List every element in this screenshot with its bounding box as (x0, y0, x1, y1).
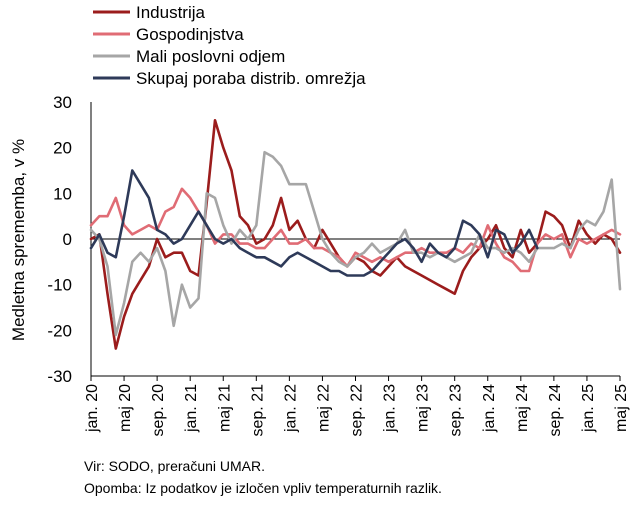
series-line-gospodinjstva (89, 187, 622, 273)
series-lines (89, 119, 622, 350)
x-tick-label: sep. 23 (448, 384, 465, 437)
x-tick-label: jan. 21 (183, 384, 200, 433)
x-tick-label: sep. 20 (150, 384, 167, 437)
legend-label: Skupaj poraba distrib. omrežja (136, 69, 366, 88)
x-tick-label: maj 20 (117, 384, 134, 432)
x-tick-label: maj 24 (514, 384, 531, 432)
legend-label: Gospodinjstva (136, 25, 244, 44)
x-tick-label: sep. 24 (547, 384, 564, 437)
x-tick-label: jan. 20 (84, 384, 101, 433)
x-tick-label: maj 23 (415, 384, 432, 432)
x-tick-label: sep. 21 (249, 384, 266, 437)
remark-note: Opomba: Iz podatkov je izločen vpliv tem… (84, 480, 442, 496)
x-tick-label: jan. 23 (382, 384, 399, 433)
legend-label: Mali poslovni odjem (136, 47, 285, 66)
x-tick-label: sep. 22 (349, 384, 366, 437)
y-tick-label: 30 (53, 93, 72, 112)
source-note: Vir: SODO, preračuni UMAR. (84, 458, 266, 474)
x-axis: jan. 20 maj 20 sep. 20 jan. 21 maj 21 sep. 21… (84, 375, 630, 437)
series-line-mali-poslovni-odjem (89, 150, 622, 337)
x-tick-label: maj 25 (613, 384, 630, 432)
chart-legend: Industrija Gospodinjstva Mali poslovni odj… (93, 3, 366, 88)
x-tick-label: maj 21 (216, 384, 233, 432)
legend-label: Industrija (136, 3, 206, 22)
series-line-industrija (89, 119, 622, 350)
series-line-skupaj-poraba-distrib-omre-ja (89, 169, 539, 277)
y-tick-label: -30 (47, 367, 72, 386)
y-tick-label: 0 (63, 230, 72, 249)
y-tick-label: -10 (47, 276, 72, 295)
y-tick-label: 20 (53, 139, 72, 158)
y-tick-label: 10 (53, 184, 72, 203)
x-tick-label: maj 22 (315, 384, 332, 432)
x-tick-label: jan. 22 (282, 384, 299, 433)
x-tick-label: jan. 25 (580, 384, 597, 433)
y-tick-label: -20 (47, 321, 72, 340)
y-axis-label: Medletna sprememba, v % (9, 139, 28, 341)
y-axis: 30 20 10 0 -10 -20 -30 (47, 93, 92, 386)
x-tick-label: jan. 24 (481, 384, 498, 433)
